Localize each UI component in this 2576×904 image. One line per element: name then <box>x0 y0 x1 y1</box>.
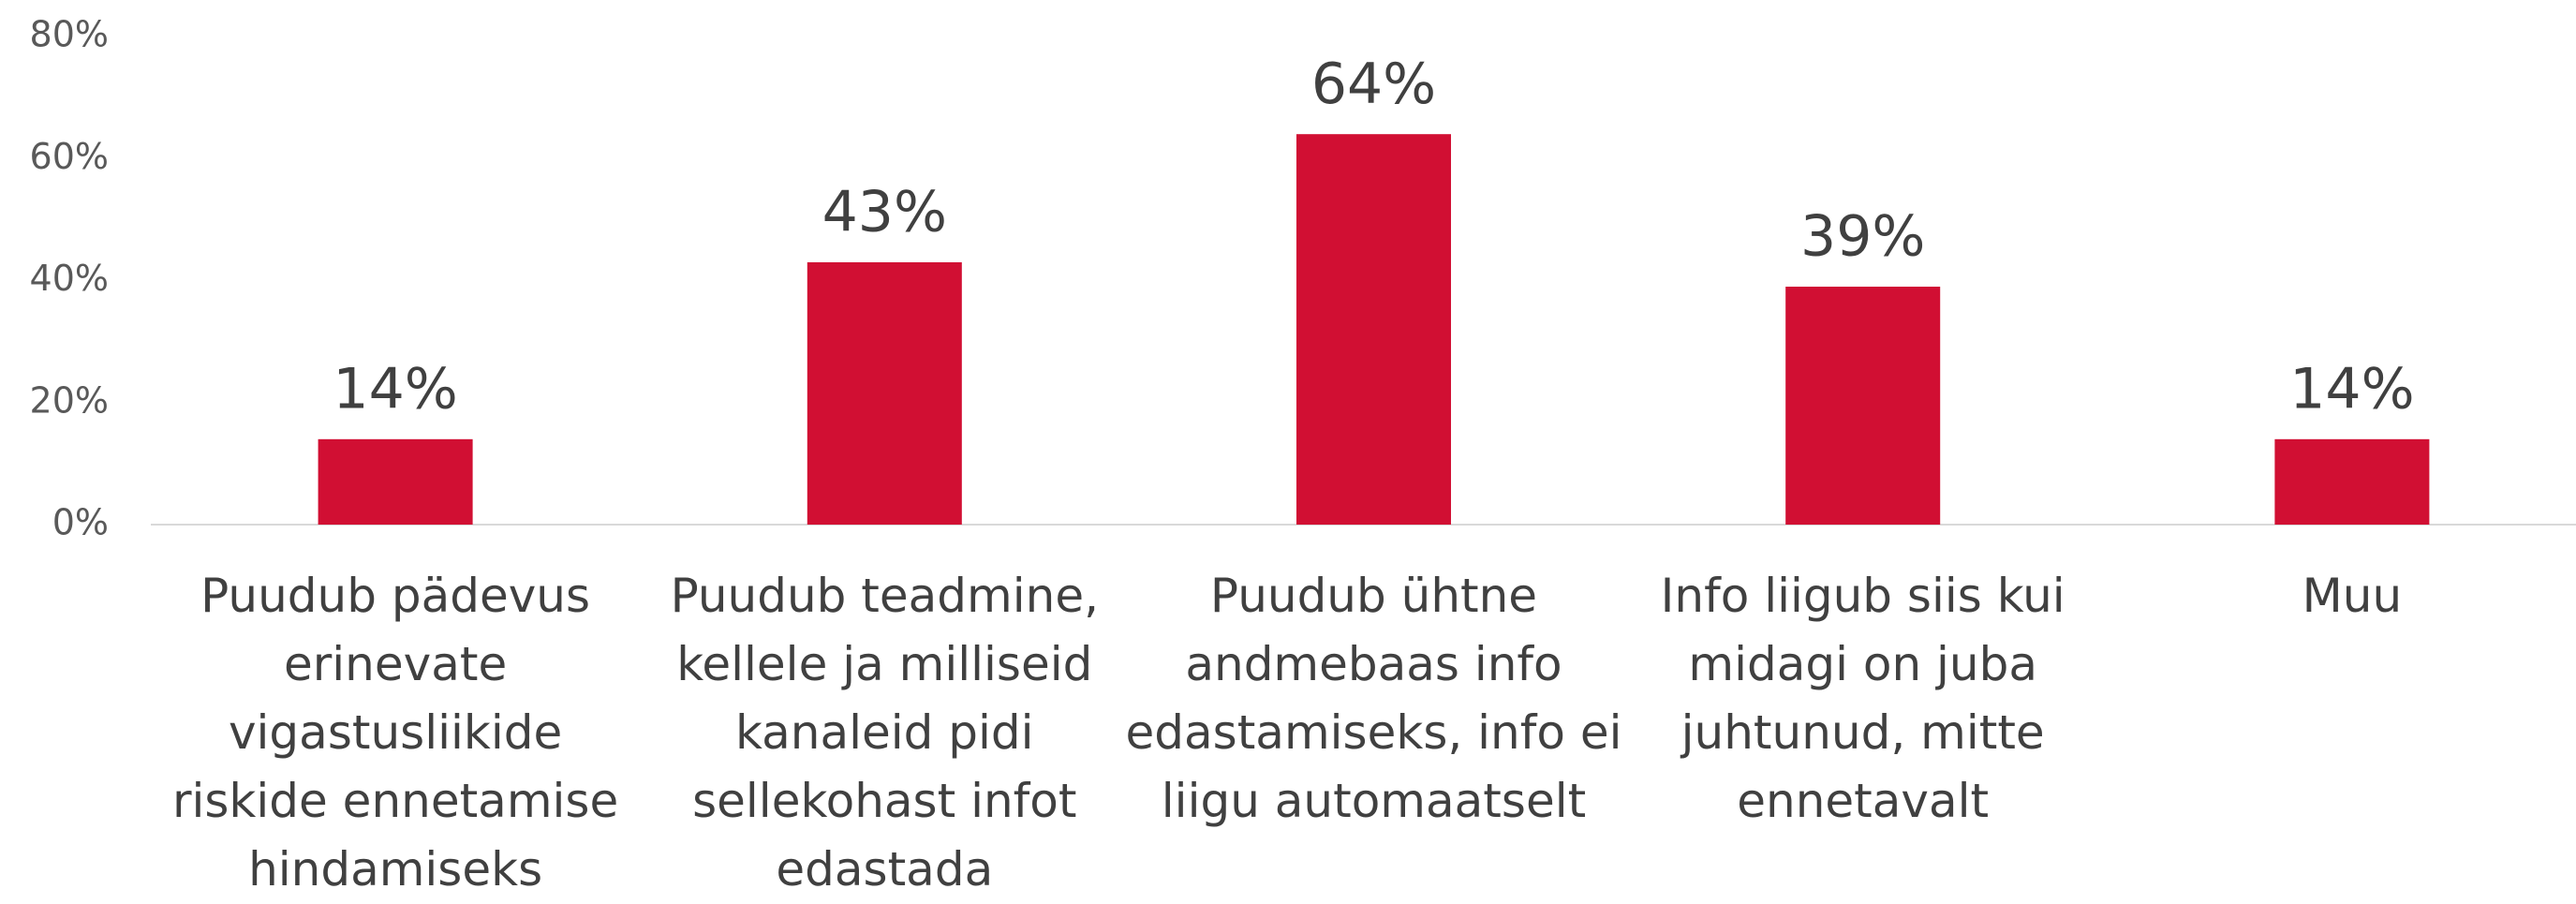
y-tick-label: 80% <box>30 14 109 55</box>
value-label: 14% <box>2289 356 2414 422</box>
y-tick-label: 20% <box>30 379 109 421</box>
x-tick-label: Puudub ühtne andmebaas info edastamiseks… <box>1125 569 1622 828</box>
x-tick-label: Puudub pädevus erinevate vigastusliikide… <box>171 569 619 897</box>
y-tick-label: 60% <box>30 136 109 177</box>
x-tick-label: Info liigub siis kui midagi on juba juht… <box>1660 569 2065 828</box>
bar <box>1785 287 1941 525</box>
x-tick-label: Puudub teadmine, kellele ja milliseid ka… <box>670 569 1099 897</box>
value-label: 43% <box>822 180 947 245</box>
y-tick-label: 40% <box>30 258 109 299</box>
y-tick-label: 0% <box>52 502 109 543</box>
value-label: 14% <box>333 356 457 422</box>
bar <box>318 438 473 525</box>
bar <box>807 261 962 525</box>
value-label: 64% <box>1311 52 1436 117</box>
value-label: 39% <box>1800 204 1925 270</box>
bar <box>1295 134 1452 525</box>
bar <box>2274 438 2430 525</box>
x-tick-label: Muu <box>2302 569 2403 623</box>
